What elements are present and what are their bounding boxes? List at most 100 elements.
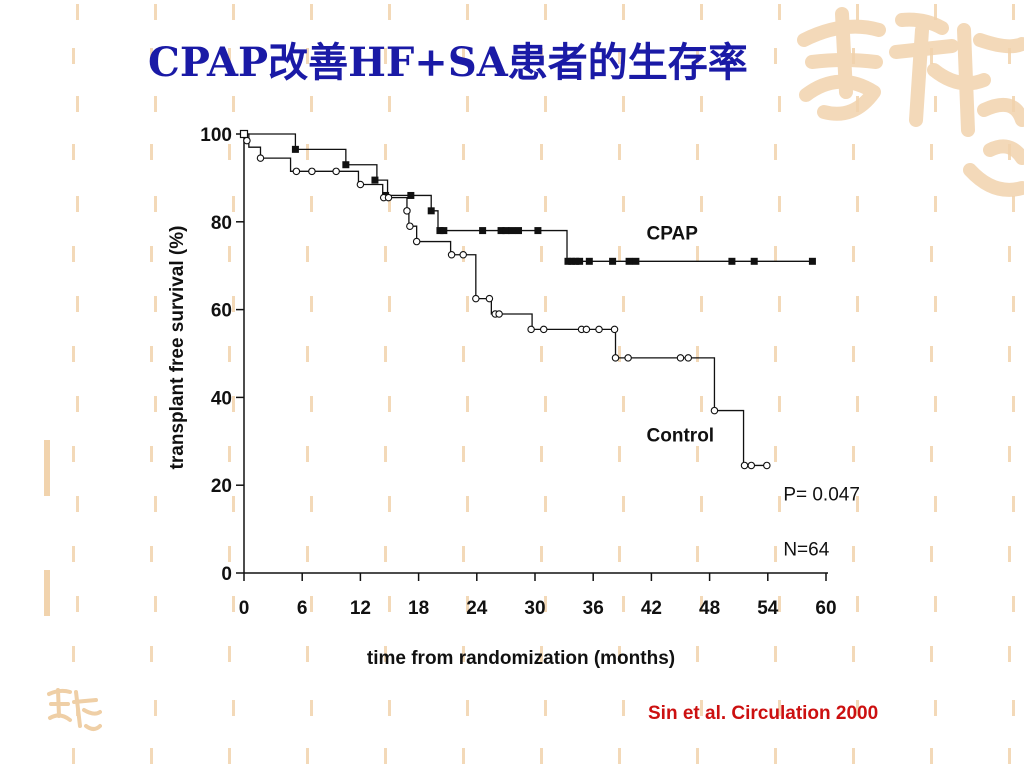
background-dash [700,4,703,20]
background-dash [930,446,933,462]
background-dash [1012,396,1015,412]
background-dash [700,196,703,212]
background-dash [150,48,153,64]
background-dash [1012,4,1015,20]
background-dash [310,96,313,112]
background-dash [72,144,75,160]
cpap-marker [632,257,640,265]
background-dash [150,144,153,160]
cpap-marker [572,257,580,265]
cpap-marker [568,257,576,265]
background-dash [306,748,309,764]
background-dash [934,196,937,212]
background-dash [1008,246,1011,262]
background-dash [76,596,79,612]
background-dash [466,596,469,612]
control-marker [447,250,456,259]
decorative-seal-small [47,688,102,731]
background-dash [466,700,469,716]
background-dash [930,748,933,764]
background-dash [466,396,469,412]
background-dash [540,748,543,764]
background-dash [388,396,391,412]
background-dash [778,396,781,412]
control-marker [595,325,603,334]
background-dash [1008,748,1011,764]
background-dash [622,4,625,20]
x-tick-label: 48 [699,598,720,619]
background-dash [696,144,699,160]
control-marker [292,167,301,176]
cpap-marker [564,257,572,265]
background-dash [700,700,703,716]
background-dash [774,246,777,262]
background-dash [856,4,859,20]
cpap-marker [440,227,448,235]
x-tick-label: 0 [239,598,250,619]
background-dash [1008,446,1011,462]
background-dash [622,700,625,716]
background-dash [540,144,543,160]
control-marker [740,461,749,470]
background-dash [856,496,859,512]
background-dash [778,96,781,112]
control-marker [527,325,535,334]
background-dash [150,246,153,262]
x-tick-label: 42 [641,598,662,619]
background-dash [700,596,703,612]
background-dash [232,196,235,212]
background-dash [76,96,79,112]
background-dash [852,144,855,160]
background-dash [306,48,309,64]
background-dash [72,446,75,462]
background-dash [306,446,309,462]
control-marker [308,167,316,176]
background-dash [466,4,469,20]
background-dash [232,96,235,112]
background-dash [150,346,153,362]
control-marker [624,354,632,362]
survival-step-line [244,133,767,467]
background-dash [700,396,703,412]
background-dash [852,546,855,562]
control-marker [472,294,480,303]
x-tick-label: 24 [466,598,488,619]
background-dash [774,748,777,764]
control-marker [539,325,548,334]
background-dash [306,144,309,160]
background-dash [384,546,387,562]
background-dash [232,496,235,512]
background-dash [852,346,855,362]
background-dash [540,246,543,262]
background-dash [930,144,933,160]
control-marker [582,325,591,334]
y-tick-label: 80 [211,213,232,234]
background-dash [778,4,781,20]
background-dash [852,446,855,462]
background-dash [76,496,79,512]
background-dash [856,396,859,412]
background-dash [76,4,79,20]
background-dash [696,646,699,662]
background-dash [310,596,313,612]
background-dash [388,596,391,612]
control-marker [406,222,414,230]
control-marker [332,167,340,176]
background-dash [462,646,465,662]
background-dash [154,700,157,716]
background-dash [540,646,543,662]
background-dash [72,748,75,764]
y-axis-label: transplant free survival (%) [167,226,188,470]
control-marker [356,180,365,189]
background-dash [388,700,391,716]
background-dash [310,496,313,512]
control-marker [495,310,503,318]
x-tick-label: 6 [297,598,308,619]
control-marker [403,207,411,215]
cpap-marker [515,227,523,235]
background-dash [384,646,387,662]
cpap-marker [407,191,415,199]
control-marker [459,250,467,259]
background-dash [150,546,153,562]
